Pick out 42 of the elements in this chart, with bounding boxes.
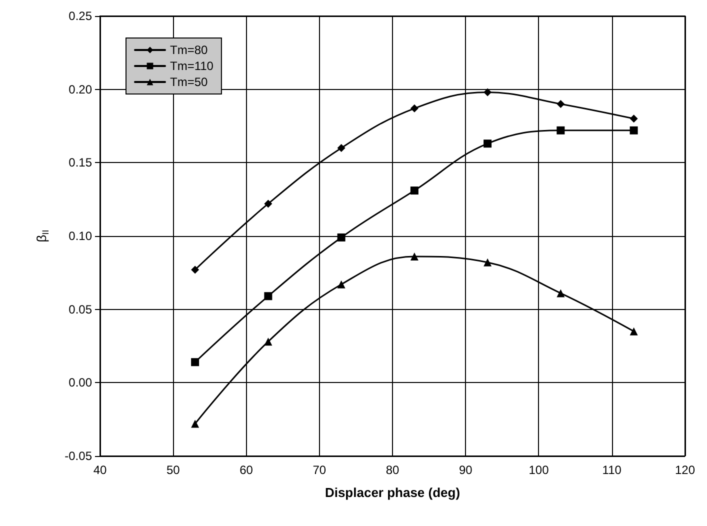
point (337, 233, 346, 242)
point (556, 100, 565, 108)
x-tick-label: 90 (458, 463, 473, 477)
point (410, 186, 418, 195)
x-tick-label: 70 (312, 463, 326, 477)
legend-label: Tm=50 (170, 75, 208, 89)
point (337, 280, 346, 288)
x-axis-title: Displacer phase (deg) (324, 485, 460, 500)
point (191, 358, 200, 366)
x-tick-label: 60 (240, 463, 254, 477)
point (630, 327, 638, 336)
point (191, 266, 200, 274)
x-tick-label: 110 (602, 463, 622, 477)
y-tick-label: 0.15 (68, 156, 92, 170)
point (410, 252, 418, 261)
x-tick-label: 100 (528, 463, 550, 477)
legend-label: Tm=80 (170, 43, 208, 57)
point (264, 292, 272, 300)
y-tick-label: 0.20 (68, 82, 92, 96)
legend-label: Tm=110 (170, 59, 214, 73)
point (484, 258, 492, 266)
point (484, 88, 492, 96)
y-tick-label: -0.05 (64, 449, 92, 463)
point (630, 126, 638, 134)
point (556, 126, 565, 134)
y-tick-label: 0.10 (68, 229, 92, 243)
point (337, 144, 346, 152)
point (191, 420, 200, 428)
point (410, 104, 418, 112)
x-tick-label: 120 (674, 463, 696, 477)
x-tick-label: 80 (386, 463, 400, 477)
y-tick-label: 0.25 (68, 9, 92, 23)
point (556, 289, 565, 298)
y-tick-label: 0.05 (68, 302, 92, 316)
point (264, 338, 272, 346)
y-tick-label: 0.00 (68, 376, 92, 390)
y-axis-title: βII (34, 230, 50, 242)
point (484, 140, 492, 148)
point (264, 200, 272, 208)
point (630, 114, 638, 123)
x-tick-label: 50 (166, 463, 180, 477)
x-tick-label: 40 (93, 463, 107, 477)
